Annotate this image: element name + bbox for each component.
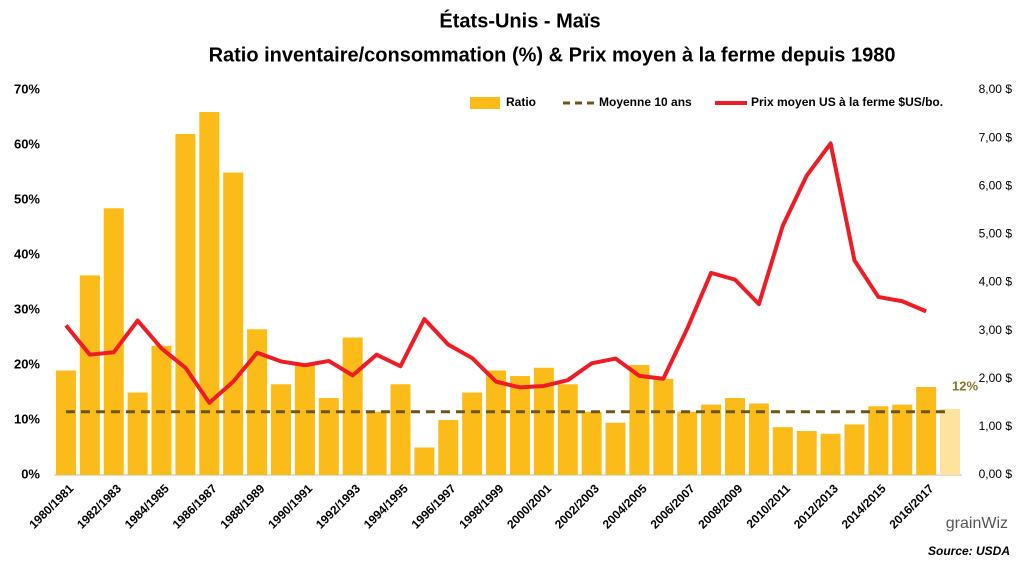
bar	[103, 208, 124, 475]
x-tick-label: 2010/2011	[744, 481, 794, 531]
price-line	[64, 141, 927, 405]
x-tick-label: 1982/1983	[74, 481, 124, 531]
bar	[629, 365, 650, 475]
x-tick-label: 1996/1997	[409, 481, 459, 531]
x-tick-label: 2006/2007	[648, 481, 698, 531]
x-tick-label: 1994/1995	[361, 481, 411, 531]
legend-swatch	[470, 97, 500, 109]
annotation: 12%	[952, 378, 978, 393]
legend-label: Moyenne 10 ans	[599, 95, 692, 109]
bar	[199, 112, 220, 475]
x-tick-label: 2000/2001	[504, 481, 554, 531]
x-tick-label: 1984/1985	[122, 481, 172, 531]
y-tick-label: 30%	[14, 301, 40, 316]
bar	[55, 370, 76, 475]
bar	[414, 447, 435, 475]
y-tick-label: 20%	[14, 356, 40, 371]
bar	[796, 431, 817, 475]
source: Source: USDA	[928, 544, 1010, 558]
y2-tick-label: 2,00 $	[979, 371, 1013, 385]
y2-tick-label: 7,00 $	[979, 130, 1013, 144]
x-tick-label: 1998/1999	[456, 481, 506, 531]
bar	[247, 329, 268, 475]
x-tick-label: 1988/1989	[217, 481, 267, 531]
bar	[366, 411, 387, 475]
y-tick-label: 0%	[21, 466, 40, 481]
x-tick-label: 2002/2003	[552, 481, 602, 531]
y2-tick-label: 4,00 $	[979, 275, 1013, 289]
y-tick-label: 60%	[14, 136, 40, 151]
bar	[342, 337, 363, 475]
x-tick-label: 2016/2017	[887, 481, 937, 531]
y2-tick-label: 6,00 $	[979, 178, 1013, 192]
bar	[175, 134, 196, 475]
chart-subtitle: Ratio inventaire/consommation (%) & Prix…	[209, 44, 896, 66]
bar	[438, 420, 459, 475]
x-tick-label: 2012/2013	[791, 481, 841, 531]
x-tick-label: 2004/2005	[600, 481, 650, 531]
bar	[127, 392, 148, 475]
bar	[892, 404, 913, 475]
bar	[557, 384, 578, 475]
x-tick-label: 1986/1987	[170, 481, 220, 531]
x-tick-label: 1980/1981	[26, 481, 76, 531]
bar	[223, 172, 244, 475]
bar	[533, 367, 554, 475]
y2-tick-label: 5,00 $	[979, 227, 1013, 241]
bar	[844, 424, 865, 475]
bar	[509, 376, 530, 475]
y-tick-label: 40%	[14, 246, 40, 261]
bar	[725, 398, 745, 475]
x-tick-label: 2014/2015	[839, 481, 889, 531]
bar	[605, 422, 626, 475]
bar	[677, 411, 698, 475]
x-tick-label: 1990/1991	[265, 481, 315, 531]
bar	[820, 433, 841, 475]
y2-tick-label: 3,00 $	[979, 323, 1013, 337]
y2-tick-label: 1,00 $	[979, 419, 1013, 433]
bar	[486, 370, 507, 475]
bar	[916, 387, 937, 475]
y2-tick-label: 8,00 $	[979, 82, 1013, 96]
bar	[318, 398, 339, 475]
bar	[772, 427, 793, 475]
y-tick-label: 10%	[14, 411, 40, 426]
bar	[390, 384, 411, 475]
bar	[271, 384, 291, 475]
chart-title: États-Unis - Maïs	[439, 9, 600, 32]
bar	[79, 275, 100, 475]
bar	[653, 378, 674, 475]
x-tick-label: 1992/1993	[313, 481, 363, 531]
logo: grainWiz	[946, 515, 1008, 532]
y-tick-label: 70%	[14, 81, 40, 96]
bar	[748, 403, 769, 475]
y-tick-label: 50%	[14, 191, 40, 206]
x-tick-label: 2008/2009	[695, 481, 745, 531]
bar	[294, 365, 315, 475]
legend-label: Prix moyen US à la ferme $US/bo.	[751, 95, 943, 109]
y2-tick-label: 0,00 $	[979, 467, 1013, 481]
bar	[868, 406, 889, 475]
bar	[701, 404, 722, 475]
legend-label: Ratio	[506, 95, 536, 109]
bar	[940, 409, 961, 475]
bar	[462, 392, 483, 475]
bar	[581, 411, 602, 475]
